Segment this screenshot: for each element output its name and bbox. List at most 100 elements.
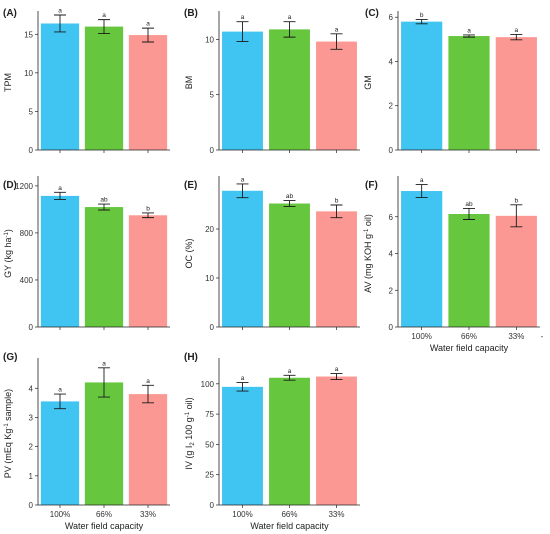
y-tick-label: 0: [389, 146, 394, 155]
bar-a-1: [84, 26, 124, 151]
y-axis-title-text-tail: 100 g: [184, 417, 194, 442]
bar-g-2: [128, 394, 168, 505]
error-bar-b-1: [283, 21, 296, 38]
bar-d-1: [84, 207, 124, 327]
y-axis-title: GM: [363, 75, 373, 90]
significance-letter: ab: [100, 197, 108, 204]
y-axis-title-text: OC (%): [184, 239, 194, 269]
y-tick-label: 10: [205, 274, 214, 283]
significance-letter: b: [515, 197, 519, 204]
y-tick-label: 100: [201, 380, 215, 389]
bar-e-2: [316, 211, 357, 327]
significance-letter: a: [58, 8, 62, 15]
y-tick-label: 6: [389, 13, 394, 22]
y-tick-label: 4: [389, 250, 394, 259]
bar-f-1: [448, 213, 490, 327]
error-bar-h-1: [283, 374, 296, 381]
error-bar-c-1: [463, 34, 475, 38]
y-tick-label: 0: [210, 323, 215, 332]
significance-letter: a: [241, 14, 245, 21]
y-tick-label: 10: [24, 69, 33, 78]
y-tick-label: 25: [205, 471, 214, 480]
y-axis-title-text: GM: [363, 75, 373, 90]
panel-label: (D): [3, 180, 17, 191]
y-axis-title: GY (kg ha-1): [3, 229, 13, 278]
y-tick-label: 2: [389, 286, 394, 295]
bar-f-0: [401, 191, 443, 327]
error-bar-g-0: [54, 393, 66, 410]
significance-letter: a: [288, 368, 292, 375]
y-axis-title: AV (mg KOH g-1 oil): [363, 214, 373, 293]
x-axis-title: Water field capacity: [250, 521, 329, 531]
y-axis-title-text: BM: [184, 76, 194, 90]
panel-f: (F) a ab b 0 2 4 6 100% 66% 33% - Water field capaci…: [363, 176, 544, 353]
error-bar-f-1: [463, 208, 475, 220]
y-axis-title-text-tail: oil): [363, 214, 373, 229]
error-bar-e-0: [236, 183, 249, 199]
y-axis-title-superscript: -1: [4, 423, 10, 429]
significance-letter: a: [288, 14, 292, 21]
significance-letter: a: [146, 21, 150, 28]
significance-letter: a: [335, 366, 339, 373]
bar-a-0: [40, 23, 80, 150]
y-axis-title: OC (%): [184, 239, 194, 269]
y-axis-title-text-tail: ): [3, 229, 13, 232]
significance-letter: b: [146, 205, 150, 212]
y-tick-label: 5: [29, 107, 34, 116]
error-bar-a-1: [98, 19, 110, 34]
x-tick-label: 100%: [50, 510, 70, 519]
y-tick-label: 2: [29, 443, 34, 452]
error-bar-c-2: [510, 34, 523, 41]
y-tick-label: 400: [20, 276, 34, 285]
error-bar-d-0: [54, 191, 66, 200]
bar-b-2: [316, 41, 357, 151]
y-tick-label: 20: [205, 225, 214, 234]
error-bar-a-2: [142, 27, 154, 43]
y-axis-title-superscript: -1: [4, 231, 10, 237]
bar-h-0: [222, 386, 263, 505]
panel-c: (C) b a a 0 2 4 6 GM: [363, 8, 540, 155]
panel-d: (D) a ab b 0 400 800 1200 GY (kg ha-1): [3, 176, 170, 332]
bar-g-0: [40, 401, 80, 505]
error-bar-c-0: [415, 18, 428, 25]
y-tick-label: 0: [29, 501, 34, 510]
error-bar-d-2: [142, 212, 154, 219]
bar-d-2: [128, 215, 168, 327]
y-axis-title-text-tail: sample): [3, 389, 13, 424]
significance-letter: b: [335, 197, 339, 204]
x-tick-label: 33%: [140, 510, 156, 519]
y-tick-label: 800: [20, 229, 34, 238]
panel-label: (E): [184, 180, 197, 191]
significance-letter: ab: [465, 201, 473, 208]
error-bar-a-0: [54, 14, 66, 33]
y-tick-label: 10: [205, 35, 214, 44]
bar-e-1: [269, 203, 310, 327]
bar-b-1: [269, 29, 310, 150]
y-tick-label: 6: [389, 213, 394, 222]
bar-h-2: [316, 376, 357, 505]
bar-d-0: [40, 195, 80, 327]
y-axis-title: TPM: [3, 73, 13, 92]
bar-e-0: [222, 190, 263, 327]
panel-a: (A) a a a 0 5 10 15 TPM: [3, 8, 170, 155]
bar-b-0: [222, 31, 263, 151]
significance-letter: a: [467, 27, 471, 34]
y-tick-label: 0: [389, 323, 394, 332]
bar-h-1: [269, 377, 310, 505]
error-bar-e-2: [330, 204, 343, 219]
y-tick-label: 0: [29, 323, 34, 332]
panel-label: (H): [184, 352, 198, 363]
y-axis-title-text: IV (g I: [184, 446, 194, 470]
y-tick-label: 0: [210, 501, 215, 510]
panel-b: (B) a a a 0 5 10 BM: [184, 8, 360, 155]
y-axis-title: BM: [184, 76, 194, 90]
panel-h: (H) a a a 0 25 50 75 100 100% 66% 33% Water field ca…: [184, 352, 360, 531]
significance-letter: a: [241, 375, 245, 382]
bar-c-0: [401, 21, 443, 150]
y-tick-label: 1200: [15, 182, 33, 191]
x-tick-label: 33%: [328, 510, 344, 519]
panel-label: (B): [184, 8, 198, 19]
significance-letter: a: [102, 360, 106, 367]
x-tick-label: 100%: [232, 510, 252, 519]
x-tick-label: 100%: [411, 332, 431, 341]
